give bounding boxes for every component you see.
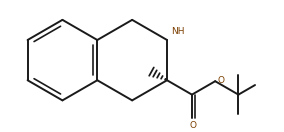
Text: O: O <box>189 121 197 129</box>
Text: O: O <box>217 76 224 85</box>
Text: NH: NH <box>171 27 184 36</box>
